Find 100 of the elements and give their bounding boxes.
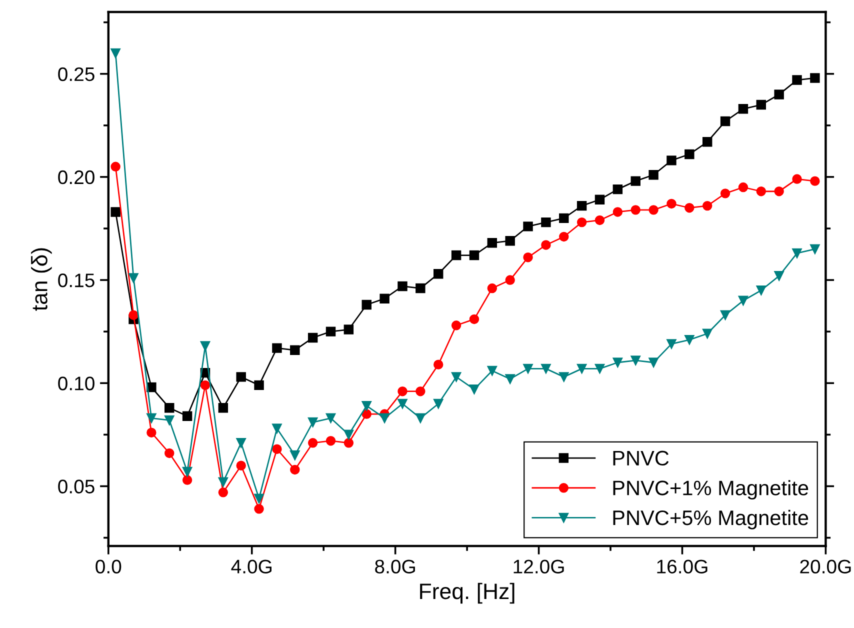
point (523, 364, 533, 374)
point (559, 232, 569, 242)
point (326, 436, 336, 446)
point (648, 170, 658, 180)
point (774, 90, 784, 100)
point (308, 417, 318, 428)
point (792, 248, 802, 258)
x-axis-title: Freq. [Hz] (420, 582, 514, 604)
point (380, 294, 390, 304)
point (469, 314, 480, 324)
point (128, 310, 138, 320)
point (702, 328, 712, 338)
point (164, 415, 174, 426)
point (666, 198, 676, 209)
point (559, 213, 569, 224)
point (666, 339, 676, 349)
y-tick-label: 0.10 (58, 376, 94, 390)
point (541, 364, 551, 374)
point (810, 176, 820, 186)
point (433, 268, 444, 279)
point (182, 411, 192, 421)
point (523, 252, 533, 262)
point (648, 358, 658, 368)
y-tick-label: 0.20 (58, 170, 94, 184)
point (630, 176, 640, 186)
point (702, 137, 712, 147)
point (308, 332, 318, 343)
point (756, 100, 766, 110)
point (200, 341, 210, 351)
point (684, 203, 694, 213)
point (164, 448, 174, 458)
point (110, 48, 120, 58)
point (738, 104, 748, 114)
point (630, 205, 640, 215)
y-axis-title: tan (δ) (31, 248, 52, 311)
point (576, 364, 587, 374)
point (451, 250, 462, 260)
point (505, 374, 515, 384)
point (326, 326, 336, 336)
point (469, 250, 480, 260)
point (380, 413, 390, 424)
point (505, 275, 515, 285)
point (146, 428, 156, 438)
point (254, 504, 264, 514)
point (344, 430, 354, 440)
point (576, 217, 587, 228)
point (272, 444, 282, 454)
point (792, 75, 802, 85)
x-tick-label: 4.0G (231, 560, 272, 574)
x-tick-label: 12.0G (514, 560, 564, 574)
point (398, 398, 408, 409)
point (362, 400, 372, 411)
point (612, 207, 623, 217)
point (146, 413, 156, 424)
point (523, 222, 533, 232)
point (487, 366, 498, 376)
point (344, 438, 354, 448)
point (236, 460, 246, 470)
point (218, 488, 228, 498)
point (648, 205, 658, 215)
point (398, 386, 408, 396)
point (487, 238, 498, 248)
point (594, 364, 605, 374)
point (594, 194, 605, 204)
y-tick-label: 0.05 (58, 480, 94, 494)
point (738, 182, 748, 192)
point (433, 360, 444, 370)
point (756, 186, 766, 196)
point (487, 283, 498, 294)
point (236, 372, 246, 382)
point (541, 217, 551, 228)
legend-label: PNVC+5% Magnetite (613, 510, 808, 530)
point (254, 380, 264, 390)
point (433, 398, 444, 409)
point (720, 116, 730, 126)
legend-label: PNVC+1% Magnetite (613, 480, 808, 500)
point (110, 207, 120, 217)
point (810, 73, 820, 83)
point (290, 464, 300, 475)
point (594, 215, 605, 226)
point (792, 174, 802, 184)
x-tick-label: 16.0G (657, 560, 708, 574)
point (416, 283, 426, 294)
y-tick-label: 0.25 (58, 67, 94, 82)
point (272, 343, 282, 353)
point (684, 334, 694, 345)
point (559, 372, 569, 382)
point (541, 240, 551, 250)
point (451, 320, 462, 330)
x-tick-label: 8.0G (375, 560, 415, 574)
point (326, 413, 336, 424)
point (398, 281, 408, 292)
point (469, 384, 480, 394)
point (290, 345, 300, 355)
legend-label: PNVC (613, 450, 669, 466)
point (164, 403, 174, 413)
point (612, 358, 623, 368)
point (666, 156, 676, 166)
x-tick-label: 0.0 (96, 560, 122, 574)
point (702, 200, 712, 211)
